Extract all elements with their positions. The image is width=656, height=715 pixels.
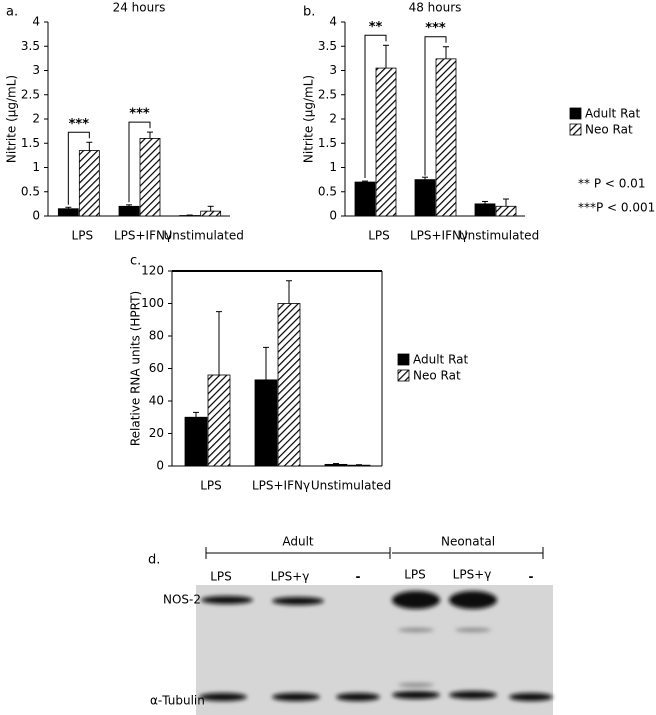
x-tick-label: LPS+IFNγ xyxy=(410,229,468,243)
y-tick-label: 0 xyxy=(156,459,164,473)
legend-swatch xyxy=(397,353,410,366)
y-tick-label: 120 xyxy=(141,264,164,278)
y-tick-label: 3.5 xyxy=(21,39,40,53)
legend-swatch xyxy=(569,123,582,136)
significance-bracket xyxy=(67,131,90,205)
legend-swatch xyxy=(569,107,582,120)
y-tick-label: 2.5 xyxy=(21,87,40,101)
significance-label: *** xyxy=(425,21,446,36)
legend-label: Adult Rat xyxy=(585,107,641,121)
significance-bracket xyxy=(364,34,387,179)
x-tick-label: LPS xyxy=(72,229,94,243)
y-tick-label: 1 xyxy=(329,160,337,174)
y-tick-label: 2 xyxy=(32,112,40,126)
bar xyxy=(354,181,376,217)
y-tick-label: 60 xyxy=(149,361,164,375)
group-label: Adult xyxy=(282,535,314,549)
bar xyxy=(495,205,517,217)
significance-bracket xyxy=(128,121,151,203)
lane-label: - xyxy=(529,570,534,584)
bar xyxy=(200,210,222,217)
x-tick-label: LPS xyxy=(368,229,390,243)
lane-label: LPS xyxy=(404,568,426,582)
bar xyxy=(184,416,208,467)
panel-label: c. xyxy=(130,254,141,269)
y-tick-label: 4 xyxy=(32,15,40,29)
significance-bracket xyxy=(424,36,447,176)
row-label: NOS-2 xyxy=(163,593,201,607)
y-tick-label: 20 xyxy=(149,426,164,440)
y-axis-label: Nitrite (µg/mL) xyxy=(5,75,19,163)
y-tick-label: 40 xyxy=(149,394,164,408)
y-tick-label: 100 xyxy=(141,296,164,310)
legend-label: Adult Rat xyxy=(413,353,469,367)
legend-label: Neo Rat xyxy=(413,369,461,383)
bar xyxy=(435,58,457,217)
significance-key: ***P < 0.001 xyxy=(578,201,655,215)
bar xyxy=(139,137,161,217)
x-tick-label: Unstimulated xyxy=(459,229,539,243)
bar xyxy=(254,379,278,467)
bar xyxy=(474,203,496,217)
y-axis-label: Relative RNA units (HPRT) xyxy=(129,291,143,446)
bands xyxy=(199,591,553,701)
x-tick-label: LPS xyxy=(200,479,222,493)
y-tick-label: 2.5 xyxy=(318,87,337,101)
chart-title: 24 hours xyxy=(113,1,166,15)
lane-label: LPS xyxy=(210,570,232,584)
legend-swatch xyxy=(397,369,410,382)
lane-label: LPS+γ xyxy=(453,568,492,582)
bar xyxy=(57,208,79,217)
bar xyxy=(375,67,397,217)
y-tick-label: 3 xyxy=(32,63,40,77)
y-tick-label: 80 xyxy=(149,329,164,343)
lane-label: - xyxy=(356,570,361,584)
legend-label: Neo Rat xyxy=(585,123,633,137)
y-tick-label: 1.5 xyxy=(318,136,337,150)
significance-key: ** P < 0.01 xyxy=(578,177,645,191)
bar xyxy=(324,463,348,467)
row-label: α-Tubulin xyxy=(150,694,205,708)
y-tick-label: 1 xyxy=(32,160,40,174)
y-tick-label: 2 xyxy=(329,112,337,126)
x-tick-label: LPS+IFNγ xyxy=(252,479,310,493)
bar xyxy=(118,205,140,217)
significance-label: *** xyxy=(129,107,150,122)
y-tick-label: 3.5 xyxy=(318,39,337,53)
significance-label: ** xyxy=(369,20,383,35)
bar xyxy=(78,150,100,217)
panel-label: d. xyxy=(148,553,160,568)
chart-title: 48 hours xyxy=(409,1,462,15)
lane-label: LPS+γ xyxy=(271,570,310,584)
y-tick-label: 1.5 xyxy=(21,136,40,150)
y-tick-label: 0.5 xyxy=(318,184,337,198)
y-tick-label: 0.5 xyxy=(21,184,40,198)
y-tick-label: 0 xyxy=(329,209,337,223)
y-tick-label: 3 xyxy=(329,63,337,77)
panel-label: b. xyxy=(303,5,315,20)
panel-label: a. xyxy=(6,5,18,20)
x-tick-label: Unstimulated xyxy=(163,229,243,243)
significance-label: *** xyxy=(69,117,90,132)
y-tick-label: 0 xyxy=(32,209,40,223)
y-tick-label: 4 xyxy=(329,15,337,29)
group-label: Neonatal xyxy=(441,535,495,549)
y-axis-label: Nitrite (µg/mL) xyxy=(302,75,316,163)
bar xyxy=(207,374,231,467)
bar xyxy=(414,179,436,217)
bar xyxy=(347,464,371,467)
x-tick-label: LPS+IFNγ xyxy=(114,229,172,243)
bar xyxy=(277,303,301,467)
x-tick-label: Unstimulated xyxy=(311,479,391,493)
